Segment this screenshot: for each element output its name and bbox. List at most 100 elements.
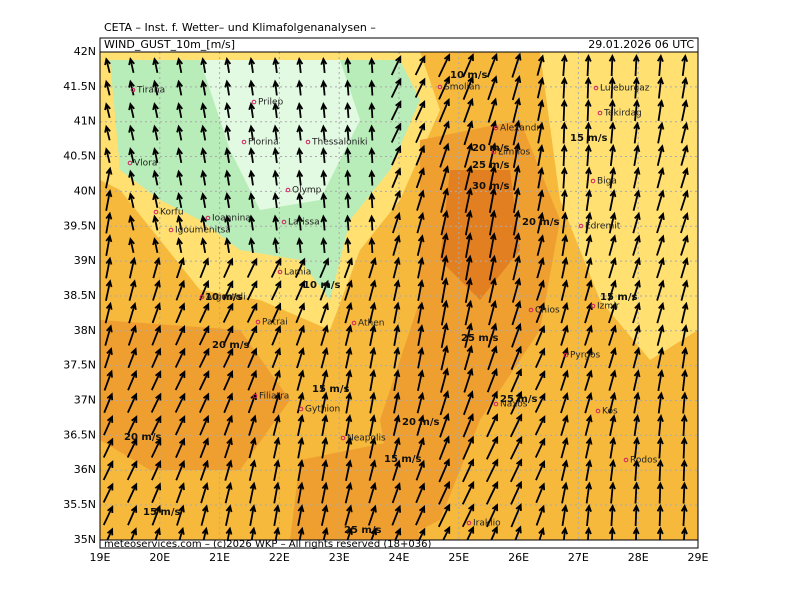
wind-arrow [127,369,138,391]
wind-arrow [321,459,329,481]
wind-arrow [439,390,450,416]
city-label: Ioannina [212,214,251,224]
wind-arrow [681,76,689,99]
wind-arrow [536,211,545,234]
wind-arrow [272,169,280,186]
lat-label: 41.5N [63,80,96,93]
wind-arrow [608,211,617,234]
wind-arrow [176,147,183,164]
wind-arrow [321,436,329,459]
wind-arrow [126,415,138,436]
wind-arrow [200,79,208,96]
wind-arrow [536,256,545,279]
wind-arrow [656,481,664,504]
wind-arrow [584,256,593,279]
city-marker [578,223,584,229]
wind-arrow [392,212,401,234]
wind-arrow [272,436,281,459]
wind-arrow [273,504,281,527]
wind-arrow [248,237,256,254]
wind-arrow [464,164,473,191]
wind-arrow [150,437,162,458]
wind-arrow [368,459,377,481]
contour-label: 10 m/s [450,70,487,81]
wind-arrow [584,324,593,346]
wind-arrow [438,480,451,505]
wind-arrow [632,458,640,482]
wind-arrow [345,436,353,459]
wind-arrow [392,414,401,436]
wind-arrow [509,413,523,438]
wind-arrow [680,256,689,279]
wind-arrow [415,504,426,526]
wind-arrow [509,435,523,460]
wind-arrow [271,324,282,346]
wind-arrow [437,503,451,528]
wind-arrow [609,481,616,504]
wind-arrow [199,392,210,413]
wind-arrow [223,392,234,414]
wind-arrow [297,436,305,459]
wind-arrow [561,256,569,279]
wind-arrow [103,369,113,391]
wind-arrow [534,415,546,436]
wind-arrow [175,459,186,481]
wind-arrow [102,505,114,526]
wind-arrow [344,279,353,301]
wind-arrow [415,482,426,504]
lat-label: 39.5N [63,219,96,232]
wind-arrow [440,344,449,371]
city-marker [437,84,443,90]
wind-arrow [560,53,568,77]
wind-arrow [560,414,569,436]
wind-arrow [150,415,162,436]
lon-label: 21E [209,551,230,564]
lat-label: 39N [74,254,96,267]
wind-arrow [224,459,233,481]
wind-arrow [464,187,473,213]
city-label: Florina [248,138,279,148]
wind-arrow [510,458,523,483]
wind-arrow [296,391,305,414]
wind-arrow [103,392,114,414]
wind-arrow [200,214,208,231]
contour-label: 30 m/s [472,181,509,192]
wind-arrow [584,436,593,459]
wind-arrow [417,279,425,301]
wind-arrow [609,414,617,436]
wind-arrow [416,437,425,459]
wind-arrow [632,53,640,77]
wind-arrow [176,504,185,526]
wind-arrow [393,369,401,391]
wind-arrow [320,346,329,369]
wind-arrow [128,147,135,164]
wind-arrow [535,459,546,481]
wind-arrow [105,279,113,301]
wind-arrow [608,302,617,324]
wind-arrow [511,74,522,101]
wind-arrow [390,122,402,143]
city-marker [493,401,499,407]
wind-arrow [488,277,497,303]
wind-arrow [246,302,258,323]
wind-arrow [537,189,545,211]
wind-arrow [680,212,689,234]
city-marker [277,269,283,275]
wind-arrow [295,324,305,346]
wind-arrow [439,142,450,168]
city-label: Prilep [258,98,284,108]
wind-arrow [633,121,641,144]
wind-arrow [152,169,159,186]
wind-arrow [344,191,352,209]
contour-label: 15 m/s [600,292,637,303]
wind-arrow [656,526,664,540]
wind-arrow [416,414,425,436]
wind-arrow [178,526,185,540]
city-marker [491,149,497,155]
wind-arrow [488,232,497,258]
wind-arrow [465,254,473,281]
wind-arrow [272,124,280,141]
city-label: Limnos [498,148,530,158]
city-marker [466,520,472,526]
wind-arrow [440,299,449,326]
